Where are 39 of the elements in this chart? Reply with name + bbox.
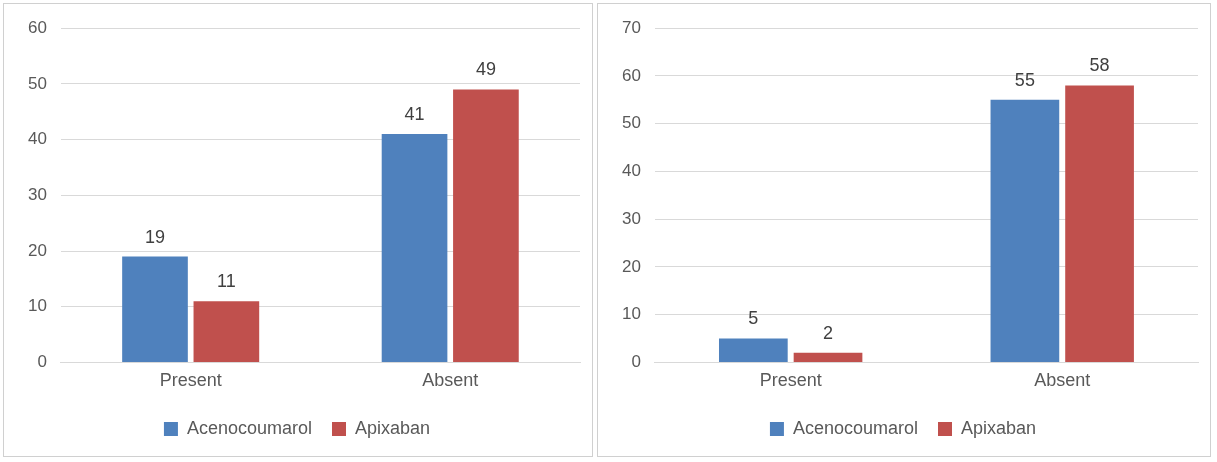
bar [718, 338, 788, 362]
bar [381, 134, 448, 362]
bar [793, 352, 863, 362]
data-label: 49 [475, 59, 496, 80]
bar [122, 256, 188, 362]
y-tick-label: 70 [621, 17, 641, 37]
y-tick-label: 0 [631, 352, 641, 372]
y-tick-label: 60 [621, 65, 641, 85]
data-label: 19 [144, 226, 166, 247]
y-tick-label: 50 [621, 113, 641, 133]
x-tick-label: Present [759, 370, 822, 391]
y-tick-label: 60 [27, 17, 47, 37]
data-label: 2 [823, 322, 834, 343]
bar [1065, 85, 1134, 362]
y-tick-label: 40 [27, 129, 47, 149]
legend-label: Apixaban [961, 417, 1037, 438]
y-tick-label: 20 [27, 240, 47, 260]
bar [453, 89, 519, 362]
data-label: 11 [217, 271, 236, 292]
legend-label: Apixaban [355, 417, 431, 438]
y-tick-label: 10 [27, 296, 47, 316]
y-tick-label: 30 [621, 208, 641, 228]
y-tick-label: 10 [621, 304, 641, 324]
bar [193, 301, 260, 362]
data-label: 55 [1014, 69, 1035, 90]
data-label: 58 [1089, 55, 1110, 76]
x-tick-label: Absent [1034, 370, 1091, 391]
y-tick-label: 40 [621, 161, 641, 181]
data-label: 5 [748, 308, 759, 329]
legend-label: Acenocoumarol [186, 417, 313, 438]
y-tick-label: 50 [27, 73, 47, 93]
y-tick-label: 0 [37, 352, 47, 372]
legend-label: Acenocoumarol [792, 417, 919, 438]
y-tick-label: 30 [27, 184, 47, 204]
bar [990, 99, 1060, 362]
x-tick-label: Absent [422, 370, 479, 391]
y-tick-label: 20 [621, 256, 641, 276]
x-tick-label: Present [159, 370, 222, 391]
data-label: 41 [404, 104, 425, 124]
